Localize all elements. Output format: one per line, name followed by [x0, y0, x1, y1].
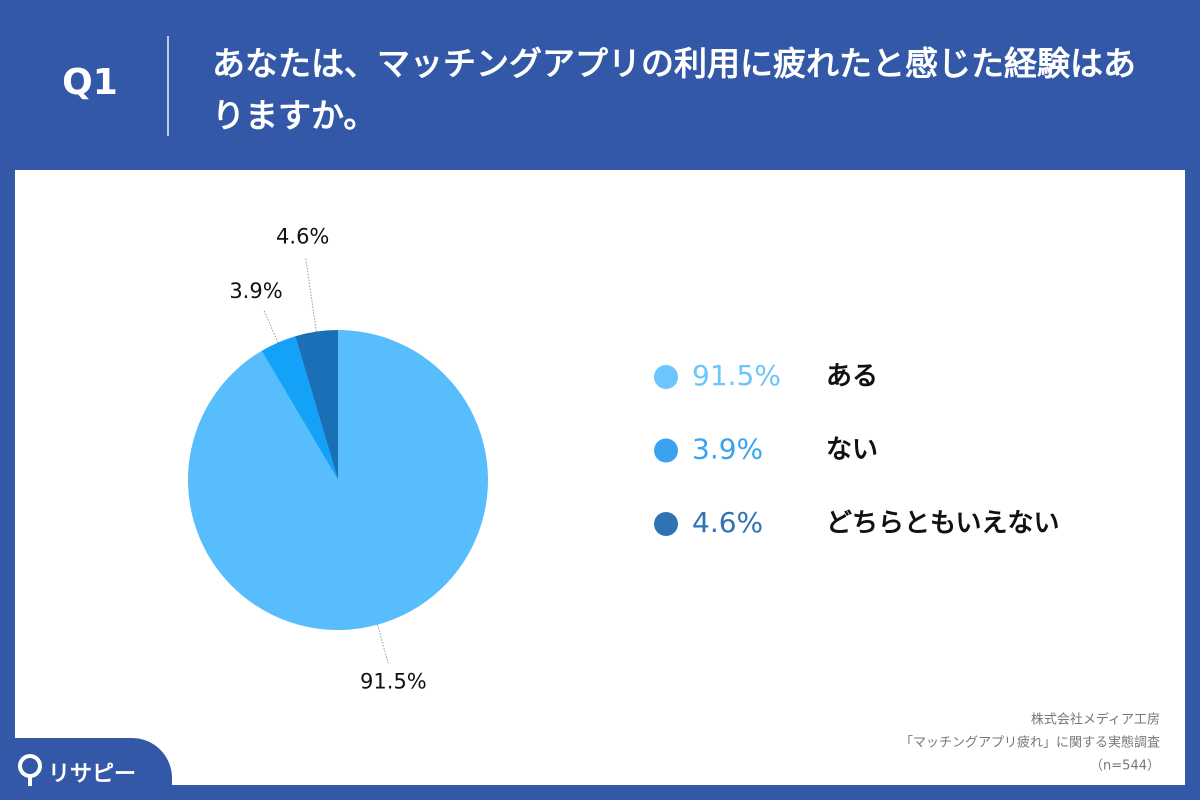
legend-label: ない [826, 435, 878, 465]
legend-label: ある [826, 362, 878, 392]
leader-line [263, 310, 279, 343]
data-label: 91.5% [360, 670, 427, 694]
source-note: 「マッチングアプリ疲れ」に関する実態調査 [900, 735, 1160, 751]
source-note: （n=544） [1090, 759, 1160, 774]
legend-value: 4.6% [692, 506, 763, 539]
logo-icon [18, 754, 42, 786]
source-note: 株式会社メディア工房 [1031, 712, 1160, 728]
data-label: 4.6% [276, 225, 329, 249]
logo-text: リサピー [48, 762, 137, 787]
legend-marker [654, 512, 678, 536]
leader-line [377, 624, 389, 664]
legend-value: 91.5% [692, 359, 781, 392]
legend-value: 3.9% [692, 433, 763, 466]
logo: リサピー [0, 738, 172, 800]
chart-title: あなたは、マッチングアプリの利用に疲れたと感じた経験はありますか。 [212, 44, 1136, 135]
question-label: Q1 [62, 62, 118, 103]
legend-marker [654, 438, 678, 463]
data-label: 3.9% [229, 279, 282, 303]
divider [167, 36, 169, 136]
pie-slice [295, 330, 338, 480]
leader-line [305, 257, 317, 332]
legend-marker [654, 365, 678, 389]
legend-label: どちらともいえない [826, 509, 1059, 539]
pie-slice [261, 336, 338, 480]
